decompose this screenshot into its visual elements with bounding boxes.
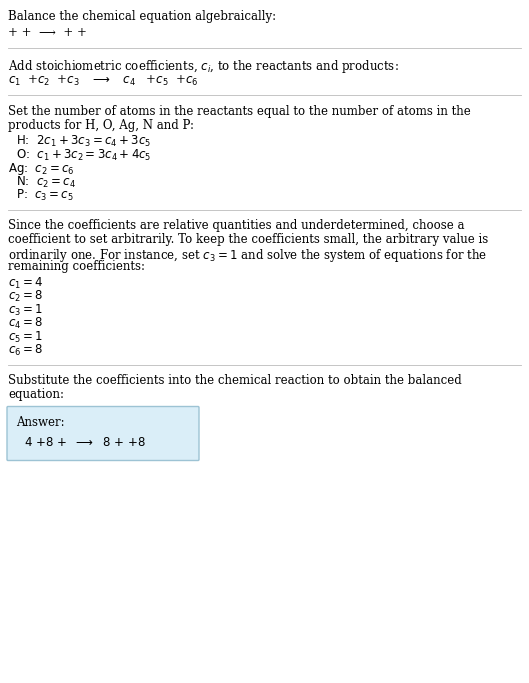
- Text: N:  $c_2 = c_4$: N: $c_2 = c_4$: [16, 174, 76, 190]
- Text: $c_5 = 1$: $c_5 = 1$: [8, 329, 43, 345]
- Text: Substitute the coefficients into the chemical reaction to obtain the balanced: Substitute the coefficients into the che…: [8, 374, 462, 387]
- Text: Since the coefficients are relative quantities and underdetermined, choose a: Since the coefficients are relative quan…: [8, 219, 464, 232]
- Text: Add stoichiometric coefficients, $c_i$, to the reactants and products:: Add stoichiometric coefficients, $c_i$, …: [8, 58, 399, 75]
- Text: remaining coefficients:: remaining coefficients:: [8, 260, 145, 273]
- Text: $c_1 = 4$: $c_1 = 4$: [8, 275, 43, 290]
- Text: ordinarily one. For instance, set $c_3 = 1$ and solve the system of equations fo: ordinarily one. For instance, set $c_3 =…: [8, 247, 487, 264]
- Text: $c_1$  +$c_2$  +$c_3$   $\longrightarrow$   $c_4$   +$c_5$  +$c_6$: $c_1$ +$c_2$ +$c_3$ $\longrightarrow$ $c…: [8, 74, 198, 87]
- Text: P:  $c_3 = c_5$: P: $c_3 = c_5$: [16, 188, 74, 203]
- Text: Answer:: Answer:: [16, 415, 65, 428]
- Text: Set the number of atoms in the reactants equal to the number of atoms in the: Set the number of atoms in the reactants…: [8, 105, 471, 118]
- FancyBboxPatch shape: [7, 406, 199, 460]
- Text: Ag:  $c_2 = c_6$: Ag: $c_2 = c_6$: [8, 161, 75, 177]
- Text: Balance the chemical equation algebraically:: Balance the chemical equation algebraica…: [8, 10, 276, 23]
- Text: $c_6 = 8$: $c_6 = 8$: [8, 343, 43, 358]
- Text: $c_4 = 8$: $c_4 = 8$: [8, 316, 43, 331]
- Text: products for H, O, Ag, N and P:: products for H, O, Ag, N and P:: [8, 118, 194, 132]
- Text: $c_2 = 8$: $c_2 = 8$: [8, 289, 43, 304]
- Text: H:  $2 c_1 + 3 c_3 = c_4 + 3 c_5$: H: $2 c_1 + 3 c_3 = c_4 + 3 c_5$: [16, 134, 151, 149]
- Text: + +  ⟶  + +: + + ⟶ + +: [8, 27, 87, 40]
- Text: O:  $c_1 + 3 c_2 = 3 c_4 + 4 c_5$: O: $c_1 + 3 c_2 = 3 c_4 + 4 c_5$: [16, 148, 151, 163]
- Text: $4$ +$8$ +  $\longrightarrow$  $8$ + +$8$: $4$ +$8$ + $\longrightarrow$ $8$ + +$8$: [24, 436, 145, 449]
- Text: equation:: equation:: [8, 388, 64, 401]
- Text: $c_3 = 1$: $c_3 = 1$: [8, 303, 43, 318]
- Text: coefficient to set arbitrarily. To keep the coefficients small, the arbitrary va: coefficient to set arbitrarily. To keep …: [8, 233, 488, 246]
